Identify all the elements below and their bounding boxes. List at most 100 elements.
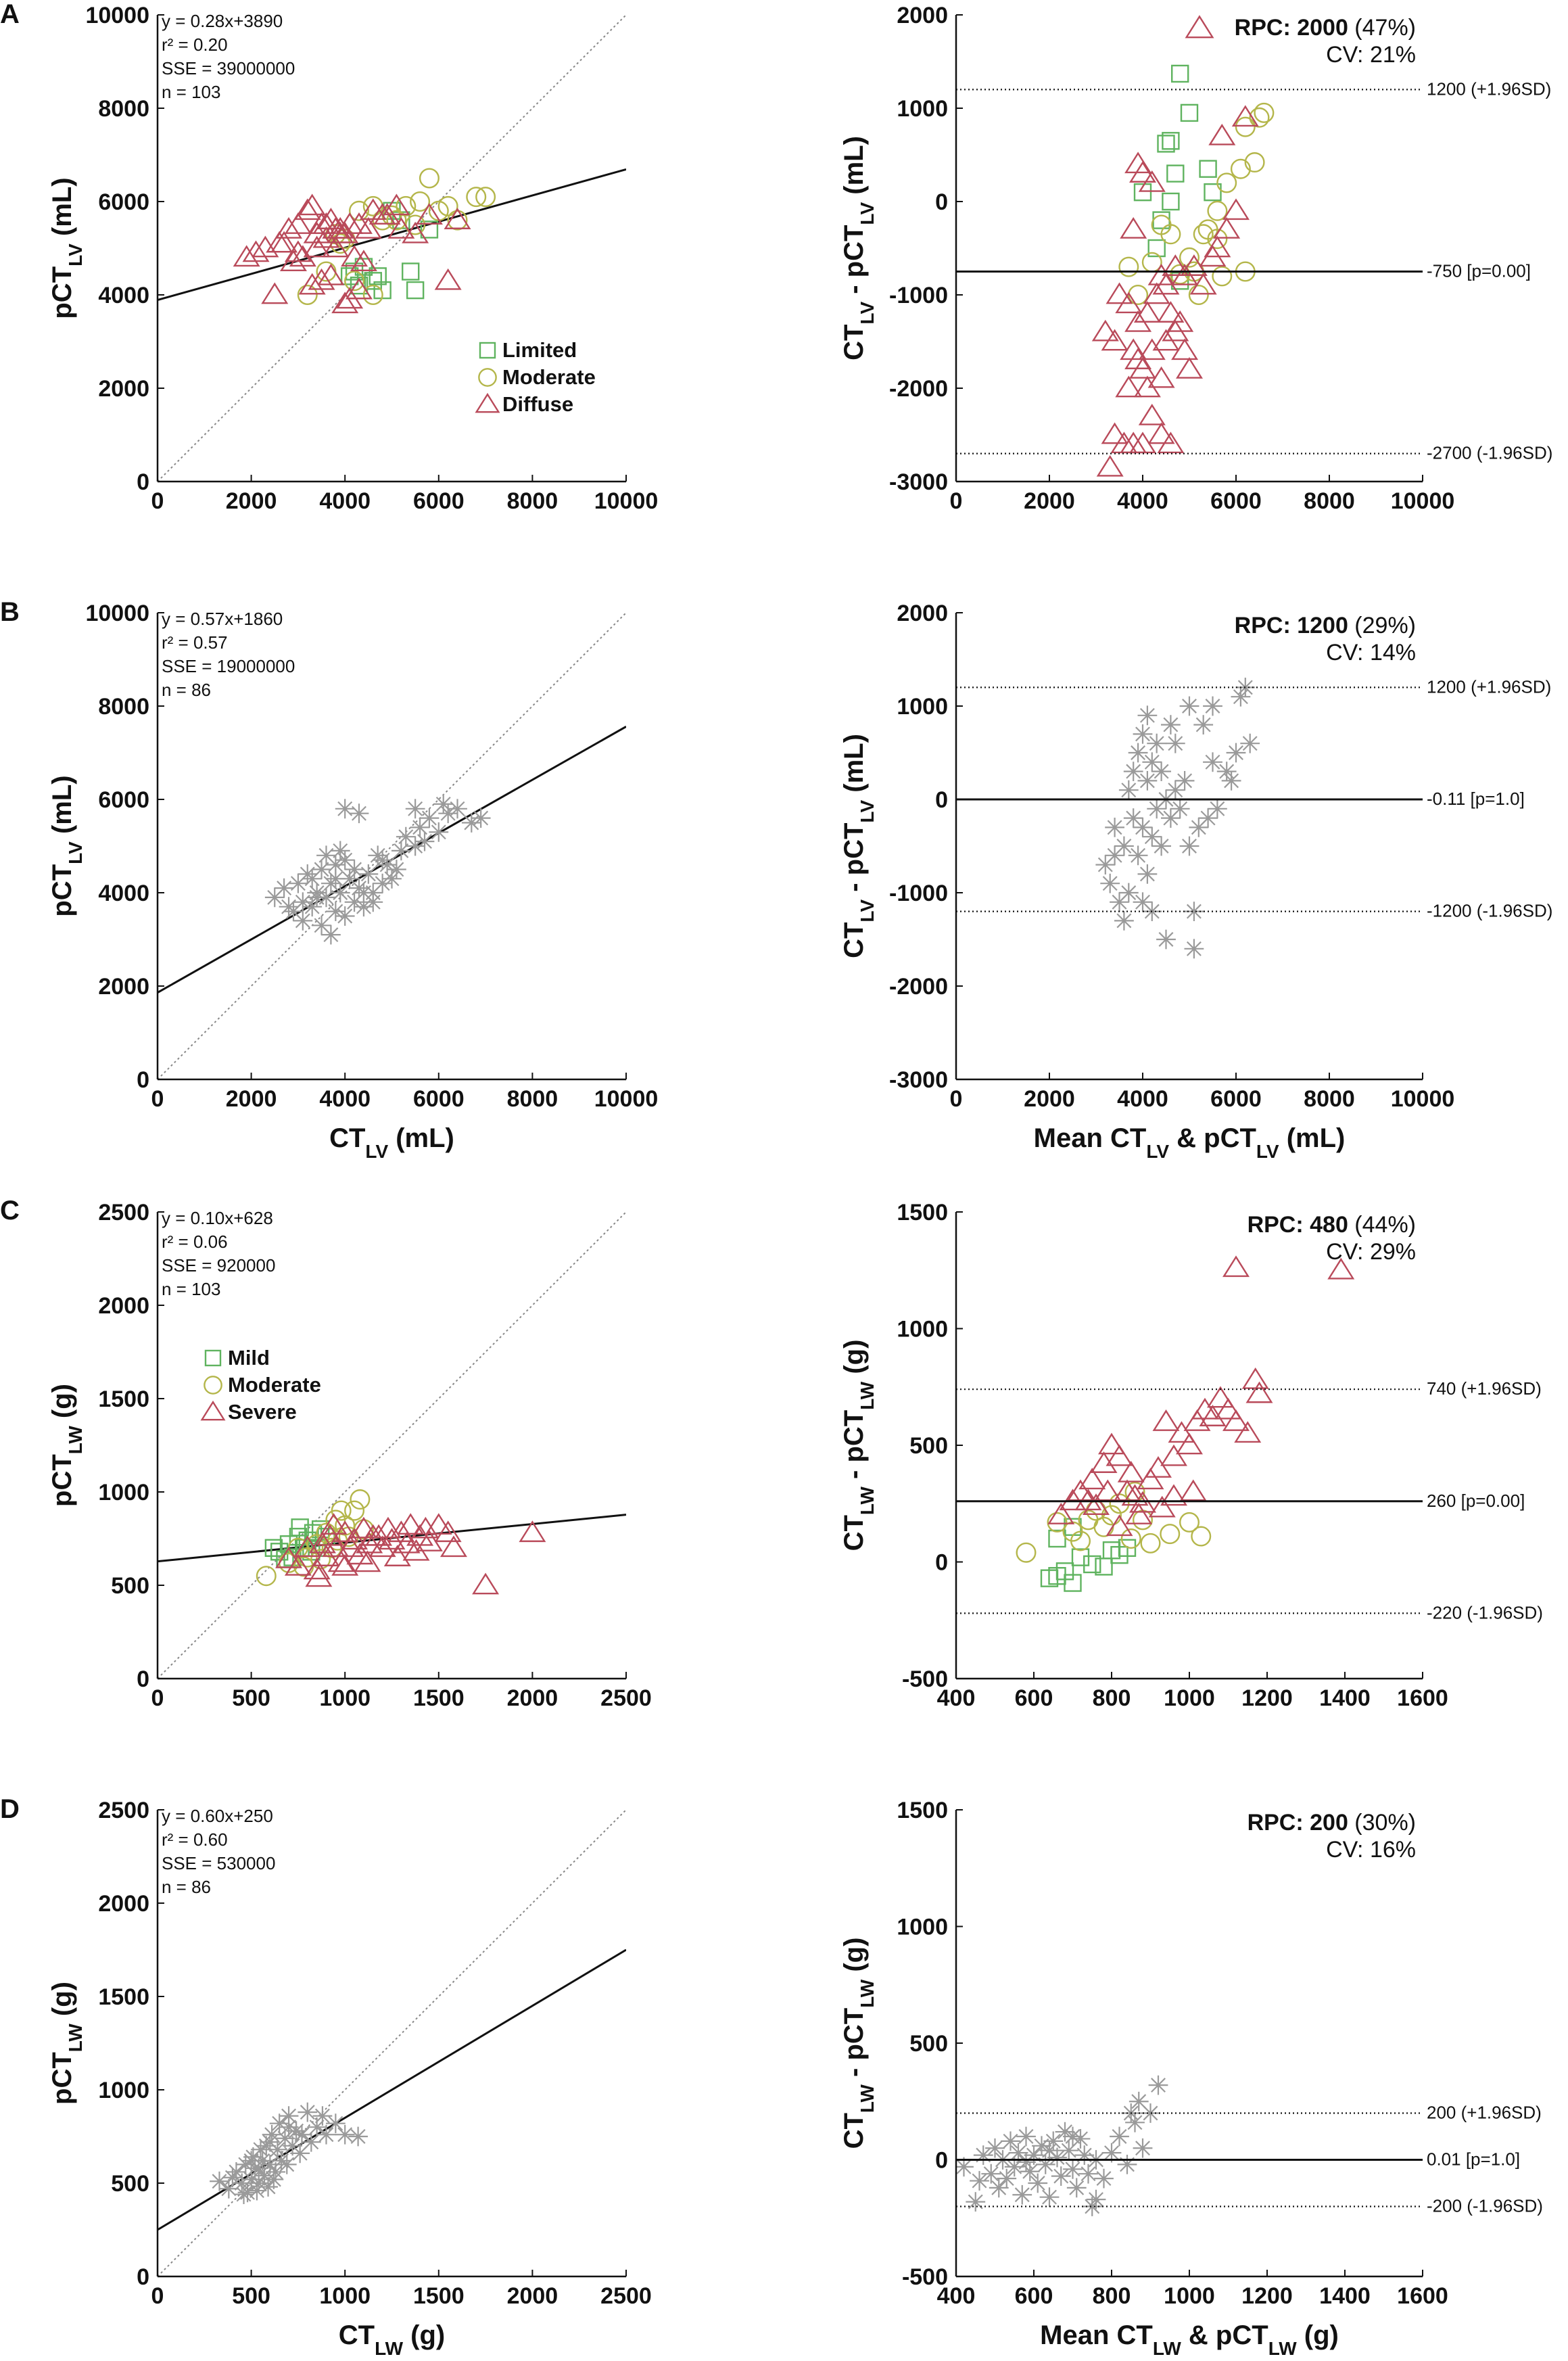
triangle-marker: [1160, 1484, 1187, 1506]
asterisk-marker: [1039, 2187, 1060, 2207]
triangle-marker: [387, 216, 415, 239]
asterisk-marker: [222, 2168, 243, 2188]
square-marker: [291, 1518, 309, 1537]
asterisk-marker: [1074, 2145, 1095, 2165]
circle-marker: [1120, 1528, 1141, 1549]
stats-line: n = 103: [162, 1279, 220, 1299]
circle-marker: [1244, 152, 1265, 173]
asterisk-marker: [1094, 2168, 1114, 2189]
asterisk-marker: [307, 887, 327, 908]
triangle-marker: [439, 1535, 467, 1558]
circle-marker: [350, 1489, 371, 1510]
x-axis-label: Mean CTLV & pCTLV (mL): [1034, 1123, 1346, 1162]
subscript: LW: [1268, 2338, 1298, 2359]
asterisk-marker: [1043, 2131, 1064, 2151]
y-tick-label: 4000: [98, 881, 149, 906]
asterisk-marker: [1114, 911, 1134, 931]
y-tick-label: 1500: [98, 1386, 149, 1412]
triangle-marker: [475, 392, 500, 413]
plot-area: [956, 2075, 1168, 2216]
label-part: CT: [339, 2320, 375, 2350]
triangle-marker: [397, 1513, 425, 1535]
asterisk-marker: [1137, 705, 1158, 726]
triangle-marker: [1137, 1468, 1164, 1490]
triangle-marker: [1245, 1381, 1273, 1403]
label-part: (g): [47, 1384, 77, 1426]
asterisk-marker: [1179, 696, 1199, 716]
asterisk-marker: [956, 2157, 974, 2177]
square-marker: [1064, 1574, 1082, 1592]
asterisk-marker: [293, 892, 313, 912]
y-tick-label: 0: [137, 1067, 149, 1093]
triangle-marker: [1124, 151, 1152, 174]
x-tick-label: 0: [151, 2283, 164, 2309]
asterisk-marker: [266, 2162, 286, 2182]
circle-marker: [1016, 1542, 1037, 1563]
asterisk-marker: [262, 2124, 282, 2145]
legend-label: Diffuse: [502, 392, 573, 416]
triangle-marker: [317, 263, 345, 285]
x-tick-label: 4000: [319, 488, 371, 514]
asterisk-marker: [1184, 939, 1204, 959]
x-tick-label: 400: [937, 2283, 976, 2309]
series-severe: [275, 1513, 546, 1595]
asterisk-marker: [1086, 2189, 1106, 2210]
triangle-marker: [350, 1516, 377, 1539]
asterisk-marker: [344, 892, 364, 912]
square-marker: [406, 281, 425, 300]
circle-marker: [1235, 116, 1256, 137]
circle-marker: [1207, 200, 1228, 221]
asterisk-marker: [325, 855, 346, 874]
asterisk-marker: [312, 2106, 333, 2126]
circle-marker: [344, 271, 365, 291]
x-tick-label: 500: [232, 2283, 270, 2309]
triangle-marker: [331, 291, 359, 314]
asterisk-marker: [1161, 715, 1181, 734]
circle-marker: [1179, 1512, 1199, 1533]
triangle-marker: [1138, 403, 1166, 425]
circle-marker: [362, 195, 383, 216]
triangle-marker: [1101, 329, 1129, 351]
x-tick-label: 10000: [1391, 488, 1455, 514]
x-tick-label: 4000: [1117, 1086, 1168, 1112]
triangle-marker: [1120, 216, 1147, 239]
subscript: LW: [857, 1381, 878, 1410]
stats-line: r² = 0.20: [162, 34, 228, 55]
asterisk-marker: [307, 2117, 327, 2137]
series-all: [210, 2102, 369, 2204]
triangle-marker: [1213, 216, 1241, 239]
triangle-marker: [1222, 1409, 1250, 1431]
asterisk-marker: [1221, 771, 1241, 791]
x-tick-label: 1500: [413, 1685, 465, 1711]
x-tick-label: 10000: [594, 488, 659, 514]
asterisk-marker: [1170, 799, 1190, 819]
asterisk-marker: [254, 2166, 275, 2186]
asterisk-marker: [1114, 836, 1134, 856]
asterisk-marker: [234, 2184, 254, 2204]
circle-marker: [475, 187, 496, 208]
triangle-marker: [200, 1400, 226, 1421]
asterisk-marker: [283, 2136, 302, 2156]
triangle-marker: [1047, 1503, 1075, 1524]
x-tick-label: 800: [1093, 2283, 1131, 2309]
y-tick-label: 500: [111, 2171, 149, 2197]
reference-label: 200 (+1.96SD): [1427, 2103, 1542, 2123]
asterisk-marker: [1063, 2159, 1083, 2179]
y-tick-label: 0: [137, 2264, 149, 2290]
subscript: LW: [1153, 2338, 1182, 2359]
asterisk-marker: [232, 2173, 252, 2193]
series-moderate: [1016, 1481, 1212, 1563]
stats-line: n = 103: [162, 82, 220, 102]
triangle-marker: [1157, 301, 1185, 323]
asterisk-marker: [1016, 2126, 1036, 2147]
x-tick-label: 2000: [1024, 488, 1075, 514]
x-tick-label: 1200: [1241, 1685, 1293, 1711]
panel-label: B: [0, 597, 20, 627]
x-tick-label: 6000: [1210, 1086, 1262, 1112]
asterisk-marker: [241, 2170, 261, 2189]
circle-marker: [1160, 1524, 1181, 1545]
triangle-marker: [341, 1528, 369, 1550]
asterisk-marker: [1118, 883, 1139, 903]
asterisk-marker: [471, 808, 491, 828]
asterisk-marker: [461, 813, 481, 833]
